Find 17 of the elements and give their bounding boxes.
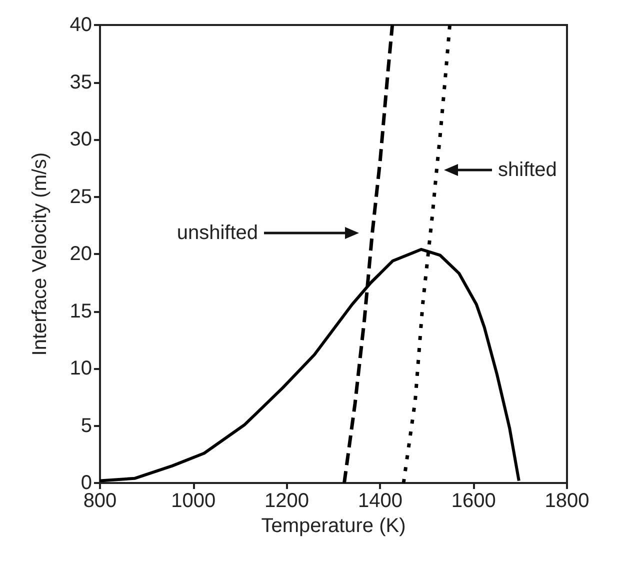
y-tick-label: 5 xyxy=(80,414,92,437)
y-axis-title: Interface Velocity (m/s) xyxy=(29,152,51,356)
x-tick-label: 1600 xyxy=(451,490,496,512)
y-tick-label: 15 xyxy=(70,300,92,322)
y-tick-label: 20 xyxy=(70,243,92,265)
x-tick-label: 1000 xyxy=(171,490,216,512)
y-tick-label: 10 xyxy=(70,358,92,380)
annotation: shifted xyxy=(498,159,557,181)
y-tick-label: 30 xyxy=(70,128,92,150)
x-tick-label: 1800 xyxy=(544,490,590,512)
y-tick-label: 40 xyxy=(70,14,92,36)
x-tick-label: 1400 xyxy=(358,490,402,512)
y-tick-label: 35 xyxy=(70,71,92,94)
annotation: unshifted xyxy=(176,222,258,244)
x-tick-label: 1200 xyxy=(264,490,310,512)
y-tick-label: 25 xyxy=(70,186,92,208)
x-axis-title: Temperature (K) xyxy=(261,514,406,537)
